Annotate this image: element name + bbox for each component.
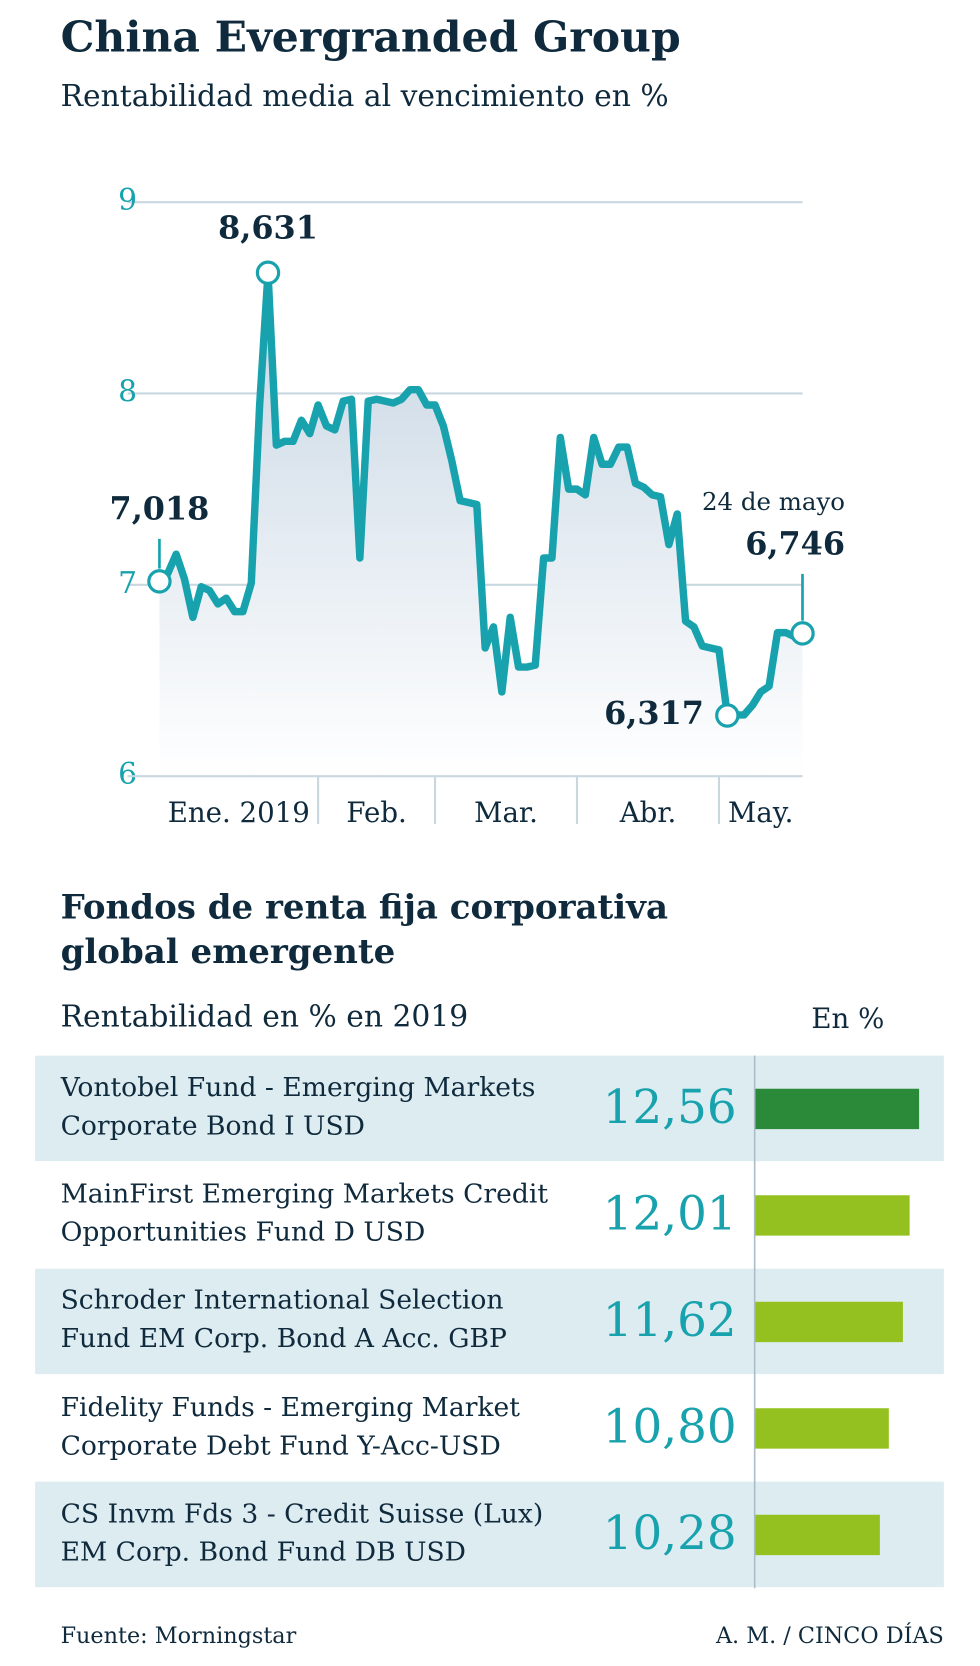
category-label: MainFirst Emerging Markets Credit Opport… (60, 1178, 549, 1248)
unit-label: En % (811, 1002, 884, 1035)
x-tick-label: Feb. (346, 796, 406, 829)
x-tick-label: Mar. (474, 796, 538, 829)
y-tick-label: 7 (118, 566, 137, 601)
bar-title: Fondos de renta fija corporativa global … (60, 886, 668, 972)
value-label: 11,62 (603, 1294, 737, 1348)
value-label: 10,80 (603, 1401, 737, 1455)
annotation: 24 de mayo (702, 487, 845, 516)
chart-subtitle: Rentabilidad media al vencimiento en % (61, 79, 669, 114)
bar (754, 1301, 903, 1343)
category-label: Fidelity Funds - Emerging Market Corpora… (60, 1391, 520, 1461)
category-label-box: CS Invm Fds 3 - Credit Suisse (Lux) EM C… (60, 1497, 544, 1567)
value-label: 10,28 (603, 1507, 737, 1561)
source: Fuente: Morningstar (61, 1623, 297, 1649)
value-label: 6,746 (745, 525, 845, 563)
chart-title: China Evergranded Group (61, 13, 681, 63)
credit: A. M. / CINCO DÍAS (715, 1622, 944, 1649)
value-label: 12,01 (603, 1188, 737, 1242)
point-marker (255, 260, 281, 285)
value-label: 8,631 (218, 209, 318, 247)
category-label: CS Invm Fds 3 - Credit Suisse (Lux) EM C… (60, 1497, 544, 1567)
category-label-box: MainFirst Emerging Markets Credit Opport… (60, 1178, 549, 1248)
point-marker (715, 703, 740, 728)
category-label-box: Fidelity Funds - Emerging Market Corpora… (60, 1391, 520, 1461)
category-label-box: Schroder International Selection Fund EM… (60, 1284, 507, 1354)
category-label: Schroder International Selection Fund EM… (60, 1284, 507, 1354)
y-tick-label: 9 (118, 183, 137, 218)
line (156, 269, 804, 720)
point-marker (790, 621, 815, 646)
x-tick-label: Abr. (619, 796, 677, 829)
category-label-box: Vontobel Fund - Emerging Markets Corpora… (60, 1071, 536, 1141)
area (159, 272, 803, 777)
category-label: Vontobel Fund - Emerging Markets Corpora… (60, 1071, 536, 1141)
bar-title-box: Fondos de renta fija corporativa global … (60, 886, 668, 972)
bar (754, 1408, 889, 1449)
value-label: 6,317 (604, 694, 704, 732)
x-tick-label: May. (728, 796, 793, 829)
bar (754, 1088, 920, 1130)
bar (754, 1195, 910, 1236)
y-tick-label: 6 (118, 757, 137, 792)
point-marker (147, 569, 172, 594)
x-tick-label: Ene. 2019 (168, 796, 310, 829)
bar (754, 1514, 880, 1556)
value-label: 12,56 (603, 1081, 737, 1135)
value-label: 7,018 (110, 490, 210, 528)
bar-subtitle: Rentabilidad en % en 2019 (61, 999, 469, 1034)
y-tick-label: 8 (118, 374, 137, 409)
